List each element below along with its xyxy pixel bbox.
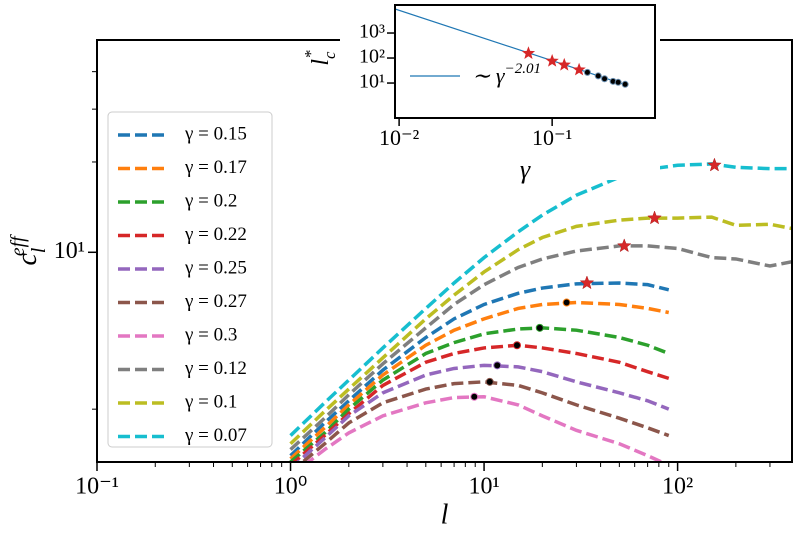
inset-dot (601, 75, 609, 83)
series-line (300, 380, 670, 462)
peak-dot (485, 377, 494, 386)
legend-label: γ = 0.2 (184, 190, 237, 211)
peak-star (616, 238, 632, 253)
x-tick-label: 10² (662, 474, 693, 500)
label-base: l (308, 59, 334, 66)
legend-label: γ = 0.27 (184, 291, 247, 312)
inset-legend-label: ∼ γ−2.01 (472, 61, 541, 88)
inset-frame (394, 4, 656, 119)
inset-x-axis-label: γ (520, 155, 531, 184)
peak-dot (470, 392, 479, 401)
x-tick-label: 10⁰ (274, 474, 308, 500)
label-sup: eff (8, 234, 29, 256)
x-axis-label: l (441, 499, 449, 530)
axis-label: lc* (301, 50, 339, 66)
peak-dot (562, 298, 571, 307)
inset-star (521, 46, 536, 59)
inset-y-tick-label: 10¹ (359, 71, 385, 93)
label-sup: * (301, 50, 320, 59)
series-line (289, 215, 792, 446)
legend-label: γ = 0.25 (184, 257, 247, 278)
legend-exponent: −2.01 (505, 61, 541, 77)
plot-area (289, 162, 792, 462)
peak-star (579, 275, 595, 290)
legend-label: γ = 0.12 (184, 358, 247, 379)
series-line (305, 394, 666, 462)
legend-label: γ = 0.07 (184, 425, 247, 446)
inset-y-tick-label: 10² (359, 46, 385, 68)
label-sub: l (29, 247, 50, 253)
inset-dot (594, 72, 602, 80)
label-sub: c (320, 51, 339, 59)
inset-star (572, 62, 586, 76)
axis-label: cleff (8, 234, 50, 266)
series-line (291, 343, 670, 462)
peak-star (647, 210, 662, 225)
inset-x-tick-label: 10⁻² (379, 125, 420, 150)
series-line (289, 281, 670, 457)
series-line (289, 162, 792, 437)
legend-label: γ = 0.17 (184, 157, 247, 178)
legend-box (107, 111, 273, 448)
y-tick-label: 10¹ (54, 238, 85, 264)
series-line (289, 244, 792, 451)
inset-dot (621, 80, 629, 88)
inset-star (545, 54, 559, 67)
inset-plot-area (395, 8, 629, 88)
inset-background (340, 0, 660, 180)
series-line (289, 300, 670, 461)
legend-text: ∼ γ (472, 63, 506, 88)
inset-star (557, 57, 571, 71)
series-line (289, 326, 670, 462)
peak-dot (513, 341, 522, 350)
x-tick-label: 10⁻¹ (75, 474, 119, 500)
label-base: c (12, 253, 43, 266)
peak-star (707, 157, 722, 172)
inset-dot (583, 68, 591, 76)
inset-y-tick-label: 10³ (359, 21, 385, 43)
inset-x-tick-label: 10⁻¹ (532, 125, 572, 150)
legend-label: γ = 0.3 (184, 324, 237, 345)
series-line (295, 363, 670, 462)
legend-label: γ = 0.22 (184, 224, 247, 245)
peak-dot (493, 361, 502, 370)
peak-dot (535, 323, 544, 332)
legend-label: γ = 0.1 (184, 391, 237, 412)
x-tick-label: 10¹ (468, 474, 499, 500)
inset-dot (614, 78, 622, 86)
legend-label: γ = 0.15 (184, 123, 247, 144)
